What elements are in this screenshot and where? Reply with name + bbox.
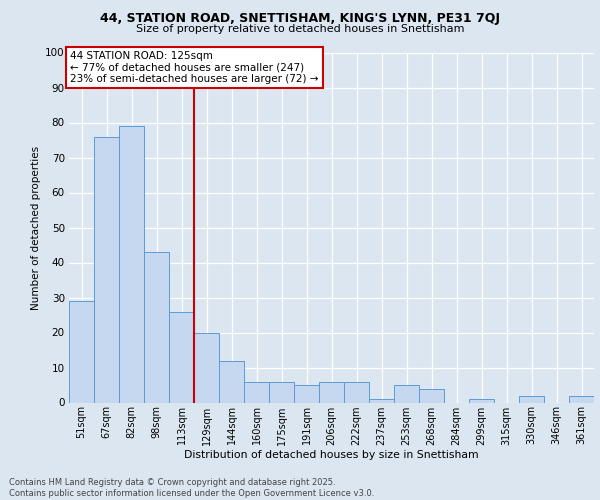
Bar	[219, 360, 244, 403]
Bar	[294, 385, 319, 402]
Bar	[69, 301, 94, 402]
Text: 44, STATION ROAD, SNETTISHAM, KING'S LYNN, PE31 7QJ: 44, STATION ROAD, SNETTISHAM, KING'S LYN…	[100, 12, 500, 25]
Bar	[369, 399, 394, 402]
Bar	[244, 382, 269, 402]
Bar	[469, 399, 494, 402]
Bar	[569, 396, 594, 402]
Bar	[344, 382, 369, 402]
Bar	[94, 136, 119, 402]
X-axis label: Distribution of detached houses by size in Snettisham: Distribution of detached houses by size …	[184, 450, 479, 460]
Y-axis label: Number of detached properties: Number of detached properties	[31, 146, 41, 310]
Bar	[144, 252, 169, 402]
Bar	[519, 396, 544, 402]
Bar	[194, 332, 219, 402]
Bar	[394, 385, 419, 402]
Bar	[269, 382, 294, 402]
Bar	[319, 382, 344, 402]
Text: Contains HM Land Registry data © Crown copyright and database right 2025.
Contai: Contains HM Land Registry data © Crown c…	[9, 478, 374, 498]
Bar	[169, 312, 194, 402]
Bar	[119, 126, 144, 402]
Text: Size of property relative to detached houses in Snettisham: Size of property relative to detached ho…	[136, 24, 464, 34]
Bar	[419, 388, 444, 402]
Text: 44 STATION ROAD: 125sqm
← 77% of detached houses are smaller (247)
23% of semi-d: 44 STATION ROAD: 125sqm ← 77% of detache…	[70, 51, 319, 84]
